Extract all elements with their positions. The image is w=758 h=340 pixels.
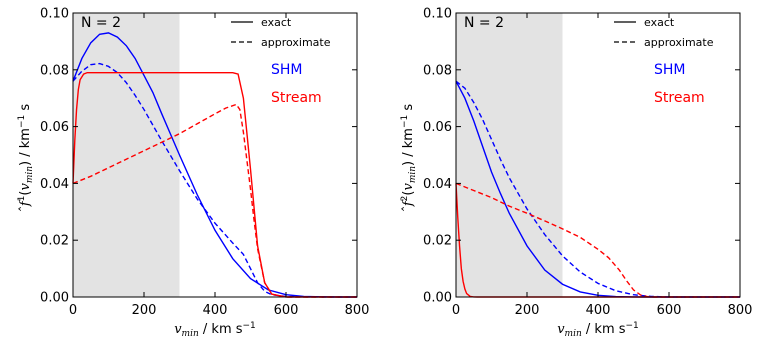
- legend: exact approximate: [231, 16, 331, 49]
- panel-label: N = 2: [464, 15, 504, 31]
- y-tick-label: 0.00: [423, 291, 452, 306]
- y-tick-label: 0.08: [40, 63, 69, 78]
- x-tick-label: 200: [132, 303, 157, 318]
- y-tick-label: 0.10: [423, 7, 452, 22]
- x-axis-label: vmin / km s−1: [557, 321, 639, 339]
- legend: exact approximate: [614, 16, 714, 49]
- annotation-stream: Stream: [271, 90, 322, 106]
- y-tick-label: 0.08: [423, 63, 452, 78]
- y-tick-label: 0.02: [423, 234, 452, 249]
- x-tick-label: 0: [69, 303, 77, 318]
- x-tick-label: 400: [203, 303, 228, 318]
- legend-label-exact: exact: [644, 16, 675, 29]
- legend-label-exact: exact: [261, 16, 292, 29]
- panel-label: N = 2: [81, 15, 121, 31]
- series-stream-dashed: [455, 182, 740, 298]
- chart-panel-1: 0 200 400 600 800 0.00 0.02 0.04 0.06 0.08 0.10 N =…: [17, 7, 369, 340]
- x-tick-label: 800: [728, 303, 753, 318]
- y-tick-label: 0.06: [40, 120, 69, 135]
- annotation-stream: Stream: [654, 90, 705, 106]
- x-tick-label: 600: [657, 303, 682, 318]
- series-shm-solid: [72, 32, 357, 298]
- y-tick-label: 0.02: [40, 234, 69, 249]
- y-tick-label: 0.00: [40, 291, 69, 306]
- y-axis-label: ̂f1(vmin) / km−1 s: [17, 104, 35, 213]
- y-tick-label: 0.04: [423, 177, 452, 192]
- chart-panel-2: 0 200 400 600 800 0.00 0.02 0.04 0.06 0.08 0.10 N =…: [400, 7, 752, 340]
- x-axis-label: vmin / km s−1: [174, 321, 256, 339]
- annotation-shm: SHM: [654, 62, 686, 78]
- x-tick-label: 600: [274, 303, 299, 318]
- shaded-region: [456, 13, 563, 297]
- shaded-region: [73, 13, 180, 297]
- x-tick-label: 200: [515, 303, 540, 318]
- y-tick-label: 0.04: [40, 177, 69, 192]
- legend-label-approximate: approximate: [644, 36, 714, 49]
- y-axis-label: ̂f2(vmin) / km−1 s: [400, 104, 418, 213]
- x-tick-label: 400: [586, 303, 611, 318]
- series-shm-dashed: [455, 80, 740, 298]
- legend-label-approximate: approximate: [261, 36, 331, 49]
- x-tick-label: 800: [345, 303, 370, 318]
- x-tick-label: 0: [452, 303, 460, 318]
- series-stream-dashed: [72, 103, 357, 298]
- y-tick-label: 0.10: [40, 7, 69, 22]
- y-tick-label: 0.06: [423, 120, 452, 135]
- annotation-shm: SHM: [271, 62, 303, 78]
